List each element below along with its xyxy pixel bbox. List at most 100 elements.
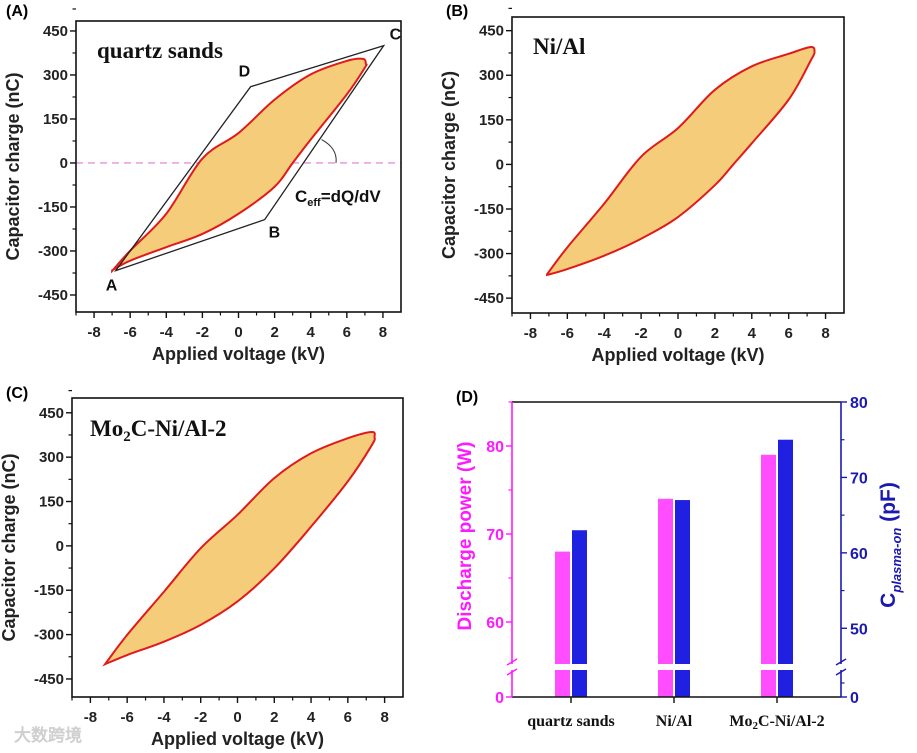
right-axis-break-mark [835, 658, 847, 666]
right-axis-break-mark [835, 668, 847, 676]
left-axis-break-mark [506, 668, 518, 676]
panel-label: (D) [456, 389, 478, 406]
watermark: 大数跨境 [14, 725, 82, 745]
left-y-tick-label: 70 [486, 527, 504, 544]
right-y-axis-label: Cplasma-on (pF) [877, 482, 904, 608]
y-axis-label: Capacitor charge (nC) [3, 72, 23, 260]
y-axis-label: Capacitor charge (nC) [0, 453, 19, 641]
sample-name-main: Mo [90, 416, 123, 441]
x-tick-label: 8 [821, 325, 829, 342]
qv-lissajous-loop [111, 57, 368, 274]
x-tick-label: 2 [270, 709, 278, 726]
y-tick-label: 450 [479, 23, 504, 40]
sample-name: Mo2C-Ni/Al-2 [90, 416, 227, 445]
vertex-label-c: C [390, 27, 402, 44]
x-tick-label: 6 [784, 325, 792, 342]
x-tick-label: 4 [748, 325, 757, 342]
x-tick-label: 2 [270, 324, 278, 341]
category-label-main: Ni/Al [656, 713, 693, 730]
left-y-axis-label: Discharge power (W) [455, 442, 476, 631]
ceff-subscript: eff [307, 197, 321, 209]
panel-label: (C) [6, 385, 28, 402]
bar-discharge-power [658, 498, 673, 697]
sample-name: Ni/Al [533, 34, 585, 59]
y-tick-label: 150 [479, 112, 504, 129]
x-tick-label: 2 [711, 325, 719, 342]
right-y-tick-label: 0 [850, 690, 859, 707]
x-tick-label: 8 [379, 324, 387, 341]
panel-b: (B) -8 -6 -4 -2 0 2 4 6 8 450 300 150 0 -150 -300 -450 Ap… [439, 3, 845, 365]
right-y-tick-label: 60 [850, 546, 868, 563]
y-tick-label: 450 [43, 23, 68, 40]
slope-angle-arc [321, 139, 337, 164]
right-y-axis-label-symbol: C [877, 593, 900, 608]
x-tick-label: 8 [380, 709, 388, 726]
panel-label: (A) [6, 3, 28, 20]
x-tick-label: -4 [160, 324, 174, 341]
left-axis-break-mark [506, 658, 518, 666]
ceff-annotation: Ceff=dQ/dV [295, 187, 381, 209]
x-tick-label: 4 [307, 324, 316, 341]
bar-discharge-power [761, 454, 776, 697]
sample-name: quartz sands [97, 38, 223, 63]
y-tick-label: -150 [34, 582, 64, 599]
y-tick-label: -150 [38, 199, 68, 216]
x-tick-label: 6 [343, 324, 351, 341]
x-tick-label: 0 [234, 324, 242, 341]
y-tick-label: 150 [43, 111, 68, 128]
category-label-main: quartz sands [527, 713, 615, 730]
axis-break-gap [755, 664, 799, 670]
bar-c-plasma-on [572, 530, 587, 697]
x-tick-label: -4 [157, 709, 171, 726]
y-tick-label: 300 [43, 67, 68, 84]
y-tick-label: -300 [38, 243, 68, 260]
ceff-formula: =dQ/dV [321, 187, 382, 206]
axis-break-gap [549, 664, 593, 670]
y-tick-label: -150 [474, 201, 504, 218]
x-tick-label: -4 [598, 325, 612, 342]
bar-c-plasma-on [778, 439, 793, 697]
left-y-tick-label: 60 [486, 615, 504, 632]
ceff-symbol: C [295, 187, 307, 206]
x-tick-label: -6 [120, 709, 133, 726]
sample-name-rest: C-Ni/Al-2 [131, 416, 227, 441]
y-tick-label: -450 [34, 671, 64, 688]
x-axis-label: Applied voltage (kV) [151, 729, 324, 749]
right-y-axis-label-unit: (pF) [877, 482, 900, 527]
category-label-main: Mo [729, 713, 752, 730]
x-tick-label: 0 [674, 325, 682, 342]
x-tick-label: 4 [307, 709, 316, 726]
right-y-tick-label: 50 [850, 621, 868, 638]
x-tick-label: -2 [194, 709, 207, 726]
y-tick-label: 450 [39, 405, 64, 422]
panel-a: (A) A B C D Ceff=dQ/dV -8 -6 -4 -2 0 2 4 6 8 450 300 150 0… [3, 3, 402, 364]
x-tick-label: 6 [344, 709, 352, 726]
bar-discharge-power [555, 551, 570, 697]
vertex-label-d: D [239, 64, 251, 81]
category-label: quartz sands [527, 713, 615, 730]
vertex-label-b: B [269, 225, 281, 242]
qv-lissajous-loop [102, 431, 376, 667]
x-tick-label: -8 [84, 709, 97, 726]
category-label: Mo2C-Ni/Al-2 [729, 713, 824, 732]
x-tick-label: -2 [196, 324, 209, 341]
y-tick-label: 300 [39, 449, 64, 466]
category-label-subscript: 2 [752, 720, 758, 732]
bar-c-plasma-on [675, 500, 690, 697]
right-y-axis-label-subscript: plasma-on [889, 528, 904, 594]
x-tick-label: -6 [561, 325, 574, 342]
panel-c: (C) -8 -6 -4 -2 0 2 4 6 8 450 300 150 0 -150 -300 -450 Ap… [0, 385, 404, 749]
x-axis-label: Applied voltage (kV) [152, 344, 325, 364]
parallelogram-abcd [113, 44, 386, 272]
x-tick-label: 0 [233, 709, 241, 726]
x-tick-label: -8 [524, 325, 537, 342]
y-tick-label: -450 [38, 287, 68, 304]
y-tick-label: -450 [474, 290, 504, 307]
x-axis-label: Applied voltage (kV) [591, 345, 764, 365]
right-y-tick-label: 70 [850, 470, 868, 487]
y-tick-label: 300 [479, 67, 504, 84]
axis-break-gap [652, 664, 696, 670]
left-y-tick-label: 80 [486, 439, 504, 456]
